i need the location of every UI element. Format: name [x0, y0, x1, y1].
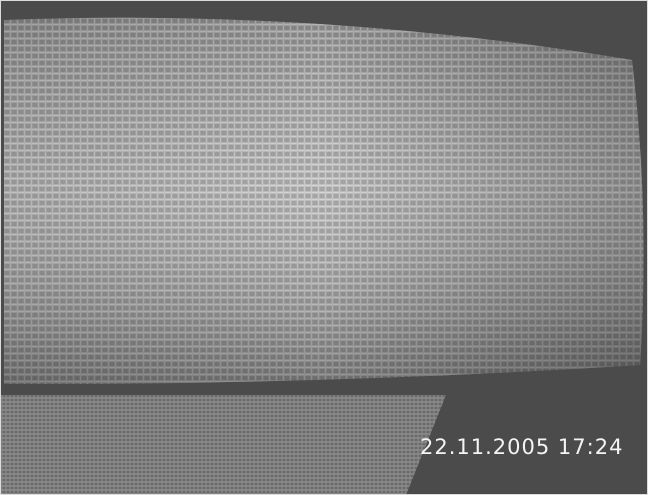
flat-mesh-sheet [0, 395, 446, 495]
page: {"overlay": {"timestamp": "22.11.2005 17… [0, 0, 648, 495]
roll-side-shading [4, 18, 644, 384]
timestamp: 22.11.2005 17:24 [420, 435, 623, 459]
photo: 22.11.2005 17:24 [0, 0, 648, 495]
